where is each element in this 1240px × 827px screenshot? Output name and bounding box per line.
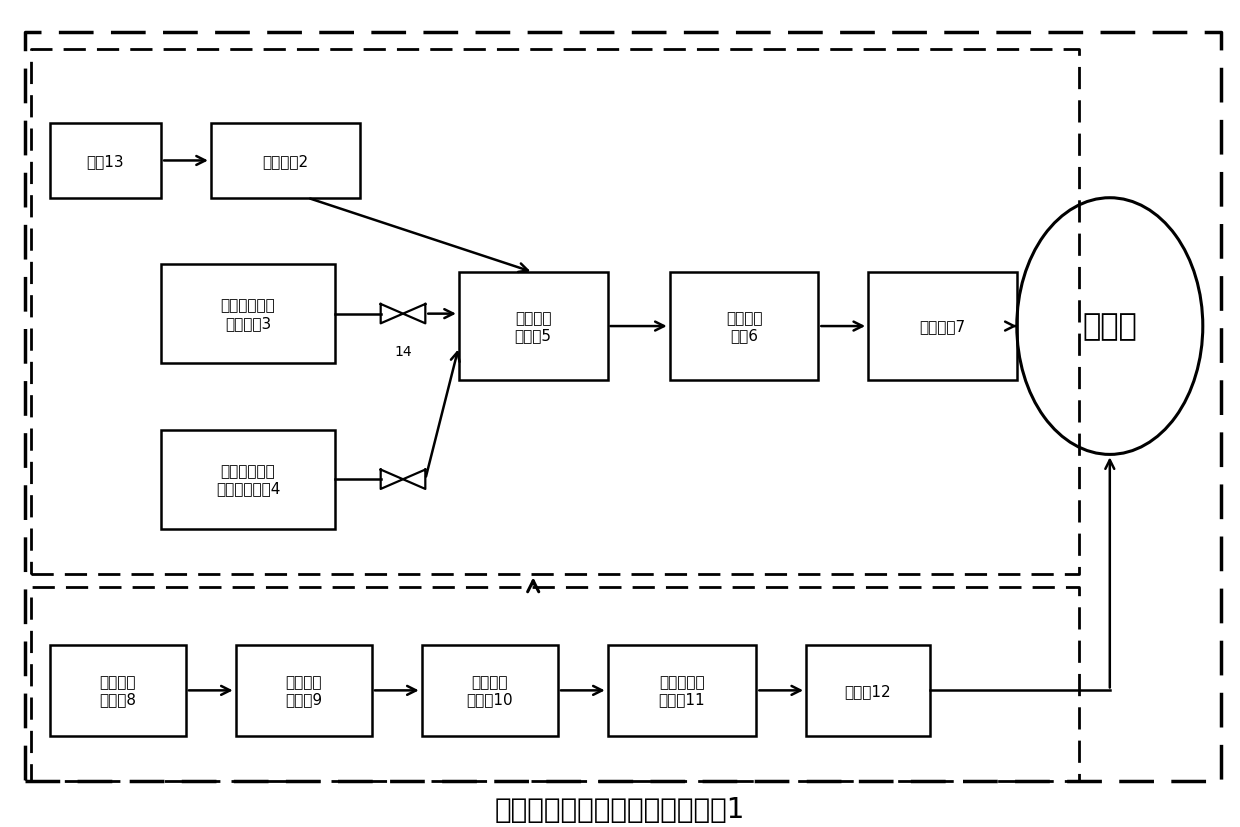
Text: 水箱13: 水箱13 bbox=[87, 154, 124, 169]
Text: 绳式感温
传感器10: 绳式感温 传感器10 bbox=[466, 674, 513, 707]
Text: 分区控制
模块6: 分区控制 模块6 bbox=[725, 310, 763, 343]
Bar bbox=[806, 645, 930, 736]
Text: 添加剂混
合模块5: 添加剂混 合模块5 bbox=[515, 310, 552, 343]
Text: 电池堆火灾监测报警与控制模块1: 电池堆火灾监测报警与控制模块1 bbox=[495, 795, 745, 823]
Text: 火火喷头7: 火火喷头7 bbox=[919, 319, 966, 334]
Bar bbox=[422, 645, 558, 736]
Bar bbox=[161, 430, 335, 529]
Bar bbox=[50, 124, 161, 198]
Text: 控制器12: 控制器12 bbox=[844, 683, 892, 698]
Bar bbox=[670, 273, 818, 380]
Bar bbox=[236, 645, 372, 736]
Text: 水泵模块2: 水泵模块2 bbox=[262, 154, 309, 169]
Bar bbox=[50, 645, 186, 736]
Bar bbox=[211, 124, 360, 198]
Text: 热固凝胶添加
剂存储箱3: 热固凝胶添加 剂存储箱3 bbox=[221, 298, 275, 331]
Bar bbox=[459, 273, 608, 380]
Text: 红外温度
传感器8: 红外温度 传感器8 bbox=[99, 674, 136, 707]
Text: 气体监测
传感器9: 气体监测 传感器9 bbox=[285, 674, 322, 707]
Text: 高沸点卤代烃
添加剂存储箱4: 高沸点卤代烃 添加剂存储箱4 bbox=[216, 463, 280, 496]
Bar bbox=[161, 265, 335, 364]
Text: 电源自动切
换模块11: 电源自动切 换模块11 bbox=[658, 674, 706, 707]
Text: 14: 14 bbox=[394, 345, 412, 358]
Text: 电池堆: 电池堆 bbox=[1083, 312, 1137, 342]
Bar bbox=[608, 645, 756, 736]
Bar bbox=[868, 273, 1017, 380]
